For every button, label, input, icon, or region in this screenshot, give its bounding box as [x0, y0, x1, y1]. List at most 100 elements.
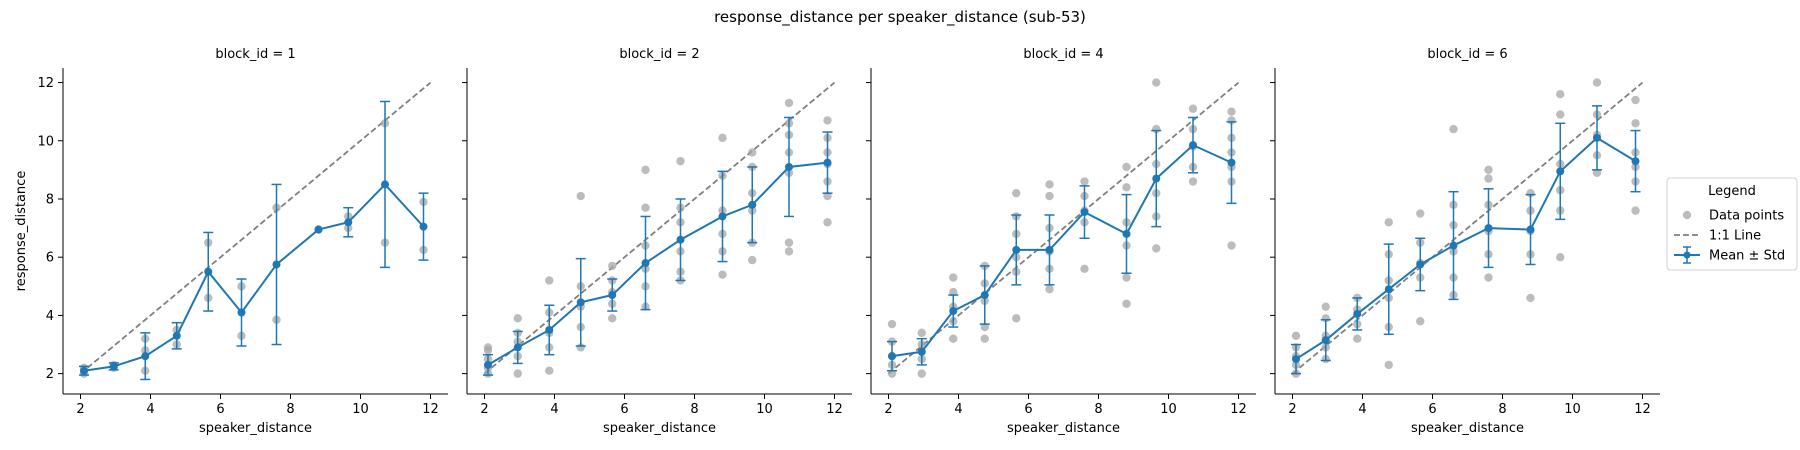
mean-marker [204, 267, 213, 276]
data-point [545, 366, 554, 375]
data-point [1631, 119, 1640, 128]
data-point [887, 369, 897, 378]
data-point [1631, 206, 1640, 215]
data-point [1592, 168, 1602, 177]
identity-line [79, 81, 432, 375]
mean-marker [888, 352, 896, 361]
legend-item: Data points [1682, 209, 1784, 224]
data-point [1122, 162, 1131, 172]
data-point [718, 270, 727, 279]
data-point [1045, 285, 1054, 294]
data-point [1188, 104, 1198, 113]
mean-marker [949, 307, 958, 316]
data-point [1122, 273, 1131, 282]
x-tick-label: 6 [1428, 402, 1436, 417]
data-point [718, 133, 727, 143]
data-point [676, 156, 685, 166]
x-tick-label: 12 [1634, 402, 1651, 417]
mean-marker [141, 352, 150, 361]
x-tick-label: 6 [620, 402, 628, 417]
data-point [823, 218, 832, 227]
x-tick-label: 10 [1564, 402, 1581, 417]
mean-marker [419, 222, 428, 231]
data-point [823, 191, 832, 201]
data-point [608, 314, 617, 323]
data-point [1012, 188, 1021, 198]
data-point [483, 343, 493, 352]
data-point [949, 287, 958, 297]
legend-label: 1:1 Line [1709, 229, 1761, 244]
data-point [1227, 241, 1236, 250]
mean-marker [1384, 285, 1393, 294]
mean-marker [785, 162, 793, 171]
x-tick-label: 4 [954, 402, 962, 417]
mean-marker [1321, 336, 1330, 345]
data-point [1080, 177, 1089, 186]
panel-title: block_id = 2 [619, 47, 699, 62]
data-point [823, 116, 832, 125]
x-tick-label: 4 [550, 402, 558, 417]
mean-marker [1080, 208, 1089, 217]
data-point [784, 98, 794, 108]
mean-marker [1526, 225, 1535, 234]
mean-marker [1353, 309, 1362, 318]
mean-marker [748, 200, 757, 209]
mean-marker [1292, 355, 1300, 364]
x-tick-label: 8 [1094, 402, 1102, 417]
data-point [1416, 209, 1425, 218]
data-point [784, 238, 794, 247]
panel-1: block_id = 1 2 4 6 8 10 12 2 4 6 8 10 12 speaker_dist… [14, 47, 448, 436]
mean-marker [823, 158, 832, 167]
mean-marker [80, 366, 88, 375]
data-point [784, 247, 794, 256]
y-axis-label: response_distance [14, 171, 29, 292]
data-point [1484, 273, 1493, 282]
mean-marker [545, 325, 554, 334]
x-axis-label: speaker_distance [603, 421, 716, 436]
panel-2: block_id = 2 2 4 6 8 10 12 speaker_distance [462, 47, 852, 436]
panel-4: block_id = 6 2 4 6 8 10 12 speaker_distance [1270, 47, 1660, 436]
panel-title: block_id = 4 [1023, 47, 1103, 62]
x-tick-label: 6 [216, 402, 224, 417]
data-point [576, 191, 585, 201]
y-tick-label: 8 [46, 192, 54, 207]
data-point [1556, 110, 1565, 119]
panel-title: block_id = 1 [215, 47, 295, 62]
y-tick-label: 10 [37, 134, 54, 149]
data-point [1188, 177, 1198, 186]
data-point [1384, 360, 1393, 370]
mean-marker [718, 212, 727, 221]
data-point [1152, 78, 1161, 87]
legend-marker-points [1682, 210, 1692, 220]
x-tick-label: 12 [1230, 402, 1247, 417]
legend-title: Legend [1708, 184, 1756, 199]
x-tick-label: 10 [352, 402, 369, 417]
data-point [1631, 95, 1640, 105]
data-point [1122, 183, 1131, 192]
y-tick-label: 2 [46, 367, 54, 382]
mean-marker [641, 259, 650, 268]
data-point [917, 369, 926, 378]
x-tick-label: 10 [1160, 402, 1177, 417]
data-point [513, 369, 522, 378]
mean-marker [272, 260, 281, 269]
mean-marker [1449, 241, 1458, 250]
x-tick-label: 6 [1024, 402, 1032, 417]
mean-marker [1484, 224, 1493, 233]
x-tick-label: 2 [76, 402, 84, 417]
data-point [748, 148, 757, 157]
x-tick-label: 4 [146, 402, 154, 417]
mean-marker [1012, 245, 1021, 254]
legend: Legend Data points 1:1 Line Mean ± Std [1666, 177, 1798, 271]
x-axis-label: speaker_distance [1007, 421, 1120, 436]
data-point [1556, 89, 1565, 99]
x-tick-label: 4 [1358, 402, 1366, 417]
x-tick-label: 8 [286, 402, 294, 417]
panel-title: block_id = 6 [1427, 47, 1507, 62]
mean-line [487, 161, 828, 366]
mean-line [891, 143, 1232, 358]
mean-marker [1189, 141, 1197, 150]
mean-line [83, 182, 425, 372]
identity-line [1291, 81, 1644, 375]
